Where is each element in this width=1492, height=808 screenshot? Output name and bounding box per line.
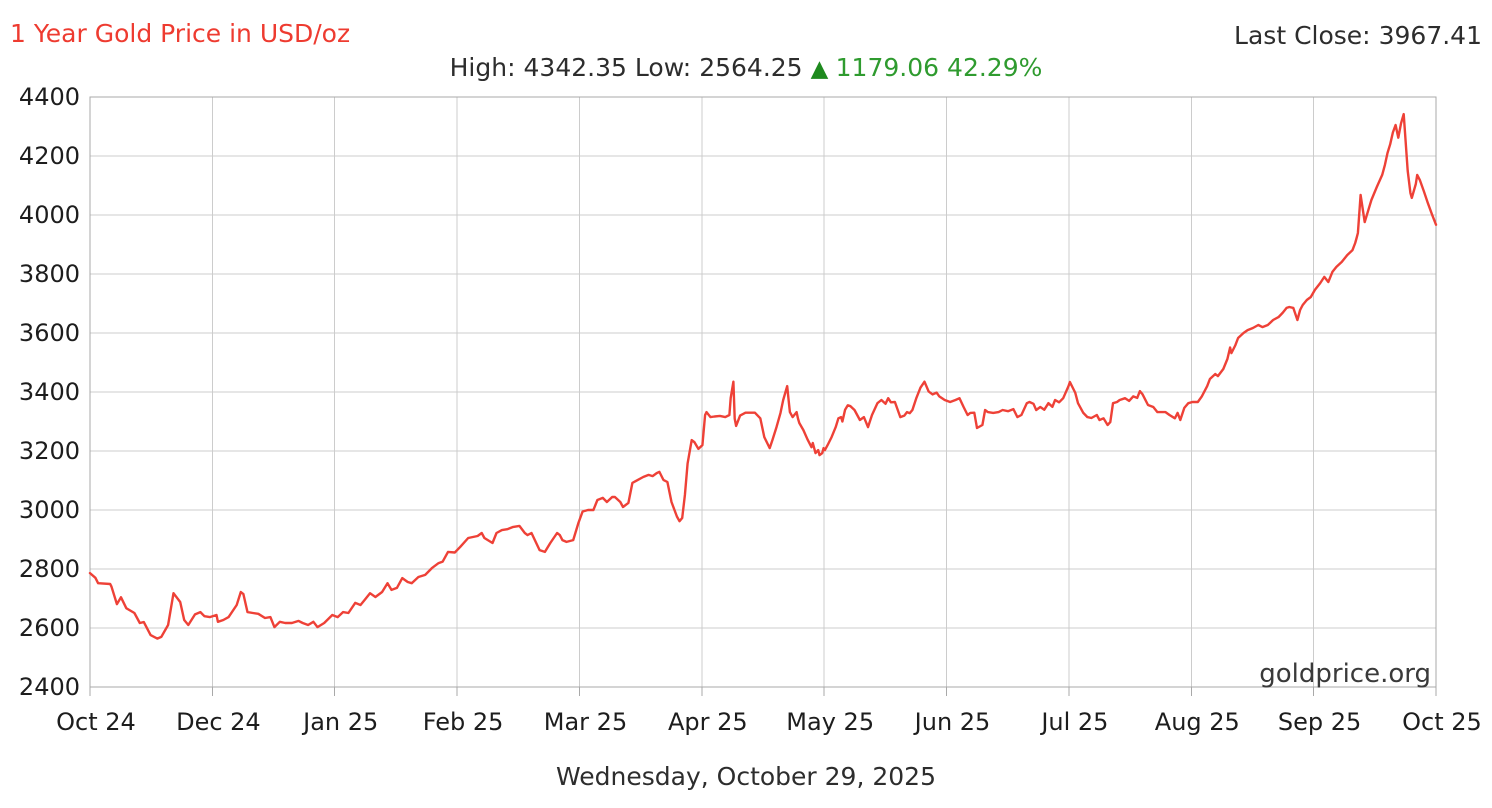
x-tick-label: May 25 xyxy=(786,708,874,736)
y-tick-label: 4000 xyxy=(19,201,80,229)
y-tick-label: 2800 xyxy=(19,555,80,583)
x-tick-label: Jan 25 xyxy=(301,708,378,736)
y-tick-label: 3400 xyxy=(19,378,80,406)
x-tick-label: Jun 25 xyxy=(913,708,991,736)
x-tick-label: Dec 24 xyxy=(176,708,261,736)
up-arrow-icon: ▲ xyxy=(810,56,829,82)
x-tick-label: Apr 25 xyxy=(668,708,748,736)
x-tick-label: Aug 25 xyxy=(1155,708,1240,736)
gold-price-line xyxy=(88,112,1438,640)
y-tick-label: 4200 xyxy=(19,142,80,170)
x-tick-label: Oct 25 xyxy=(1402,708,1482,736)
y-tick-label: 2600 xyxy=(19,614,80,642)
high-label: High: xyxy=(449,53,516,82)
last-close: Last Close: 3967.41 xyxy=(1234,21,1482,50)
y-tick-label: 3800 xyxy=(19,260,80,288)
last-close-label: Last Close: xyxy=(1234,21,1371,50)
y-tick-label: 2400 xyxy=(19,673,80,701)
x-tick-label: Oct 24 xyxy=(56,708,136,736)
low-label: Low: xyxy=(634,53,692,82)
y-tick-label: 4400 xyxy=(19,85,80,111)
y-tick-label: 3600 xyxy=(19,319,80,347)
x-tick-label: Jul 25 xyxy=(1039,708,1108,736)
x-tick-label: Feb 25 xyxy=(423,708,504,736)
high-low-summary: High: 4342.35 Low: 2564.25 ▲ 1179.06 42.29% xyxy=(0,53,1492,82)
change-value: 1179.06 xyxy=(835,53,940,82)
price-line-chart: 2400 2600 2800 3000 3200 3400 3600 3800 4000 4200… xyxy=(19,85,1482,736)
change-percent: 42.29% xyxy=(947,53,1043,82)
chart-title: 1 Year Gold Price in USD/oz xyxy=(10,19,351,48)
footer-date: Wednesday, October 29, 2025 xyxy=(556,762,936,791)
high-value: 4342.35 xyxy=(523,53,627,82)
last-close-value: 3967.41 xyxy=(1378,21,1482,50)
watermark: goldprice.org xyxy=(1259,659,1431,689)
x-tick-label: Sep 25 xyxy=(1278,708,1361,736)
y-tick-label: 3200 xyxy=(19,437,80,465)
low-value: 2564.25 xyxy=(699,53,803,82)
plot-border xyxy=(89,96,1437,688)
x-tick-label: Mar 25 xyxy=(544,708,627,736)
y-tick-label: 3000 xyxy=(19,496,80,524)
